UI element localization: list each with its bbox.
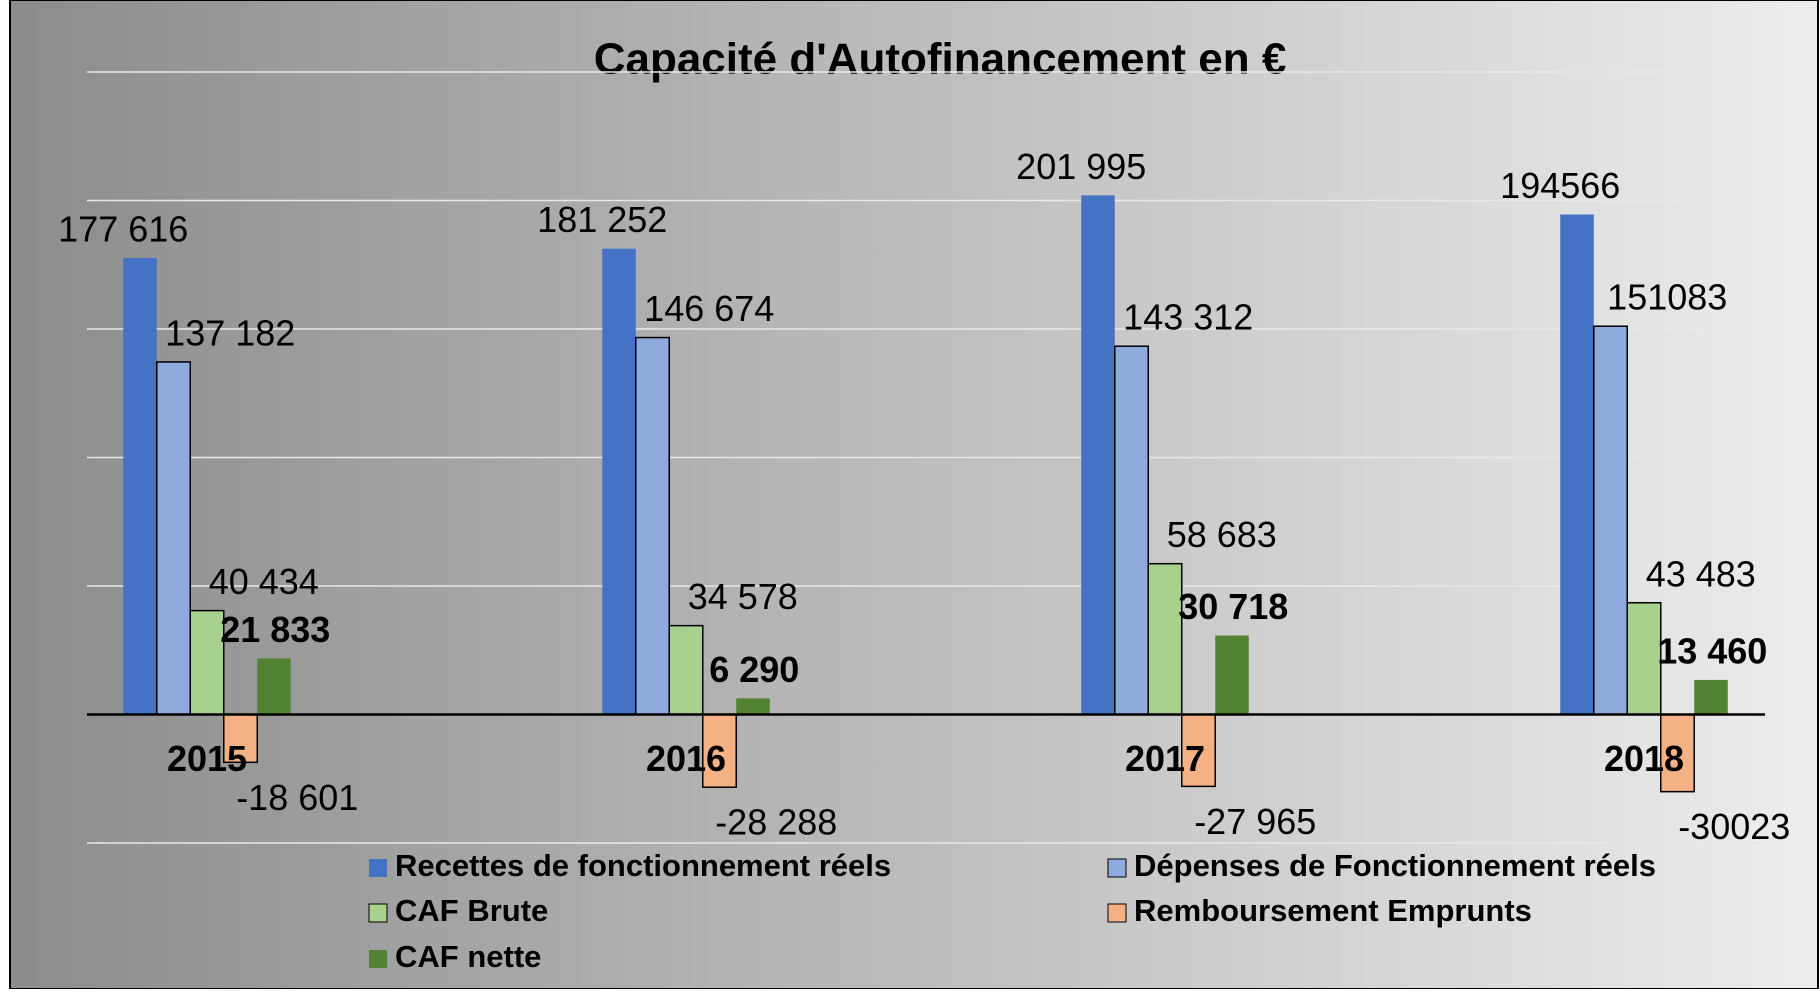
bar (1694, 679, 1728, 715)
bar (1081, 195, 1115, 715)
legend-label: Recettes de fonctionnement réels (395, 848, 891, 883)
data-label: 181 252 (537, 199, 667, 240)
data-label: -18 601 (236, 777, 358, 818)
data-label: -30023 (1678, 806, 1790, 847)
bar (635, 336, 670, 716)
chart-title: Capacité d'Autofinancement en € (594, 35, 1287, 84)
bar (1215, 635, 1249, 715)
x-tick-label: 2015 (167, 738, 247, 779)
bar (1114, 345, 1149, 716)
legend-label: CAF nette (395, 939, 541, 974)
data-label: 6 290 (709, 649, 799, 690)
data-label: -27 965 (1194, 801, 1316, 842)
bar (602, 248, 636, 715)
bar (257, 658, 291, 715)
data-label: -28 288 (715, 802, 837, 843)
data-label: 194566 (1500, 165, 1620, 206)
bar (668, 624, 704, 716)
data-label: 177 616 (58, 209, 188, 250)
data-label: 143 312 (1123, 297, 1253, 338)
bar (1181, 713, 1216, 788)
bar (223, 713, 258, 764)
bar (156, 361, 191, 716)
x-tick-label: 2017 (1125, 738, 1205, 779)
data-label: 13 460 (1657, 630, 1767, 671)
x-tick-label: 2018 (1604, 738, 1684, 779)
data-label: 34 578 (688, 576, 798, 617)
legend-swatch (369, 950, 387, 968)
data-label: 21 833 (220, 609, 330, 650)
chart-background (9, 0, 1819, 990)
data-label: 201 995 (1016, 146, 1146, 187)
legend-label: Remboursement Emprunts (1134, 893, 1532, 928)
data-label: 137 182 (165, 312, 295, 353)
data-label: 58 683 (1167, 514, 1277, 555)
legend-swatch (1107, 903, 1127, 923)
data-label: 43 483 (1646, 553, 1756, 594)
legend-label: CAF Brute (395, 893, 548, 928)
bar (1560, 214, 1594, 715)
legend-swatch (368, 903, 388, 923)
bar (1660, 713, 1695, 793)
bar (123, 258, 157, 715)
legend-label: Dépenses de Fonctionnement réels (1134, 848, 1656, 883)
bar (736, 698, 770, 715)
bar (1593, 325, 1628, 716)
legend-swatch (369, 859, 387, 877)
x-tick-label: 2016 (646, 738, 726, 779)
legend-swatch (1107, 858, 1127, 878)
bar (189, 609, 225, 716)
data-label: 40 434 (209, 561, 319, 602)
data-label: 30 718 (1178, 586, 1288, 627)
bar (1626, 601, 1662, 716)
bar (1147, 562, 1183, 716)
data-label: 151083 (1607, 277, 1727, 318)
data-label: 146 674 (644, 288, 774, 329)
bar (702, 713, 737, 788)
